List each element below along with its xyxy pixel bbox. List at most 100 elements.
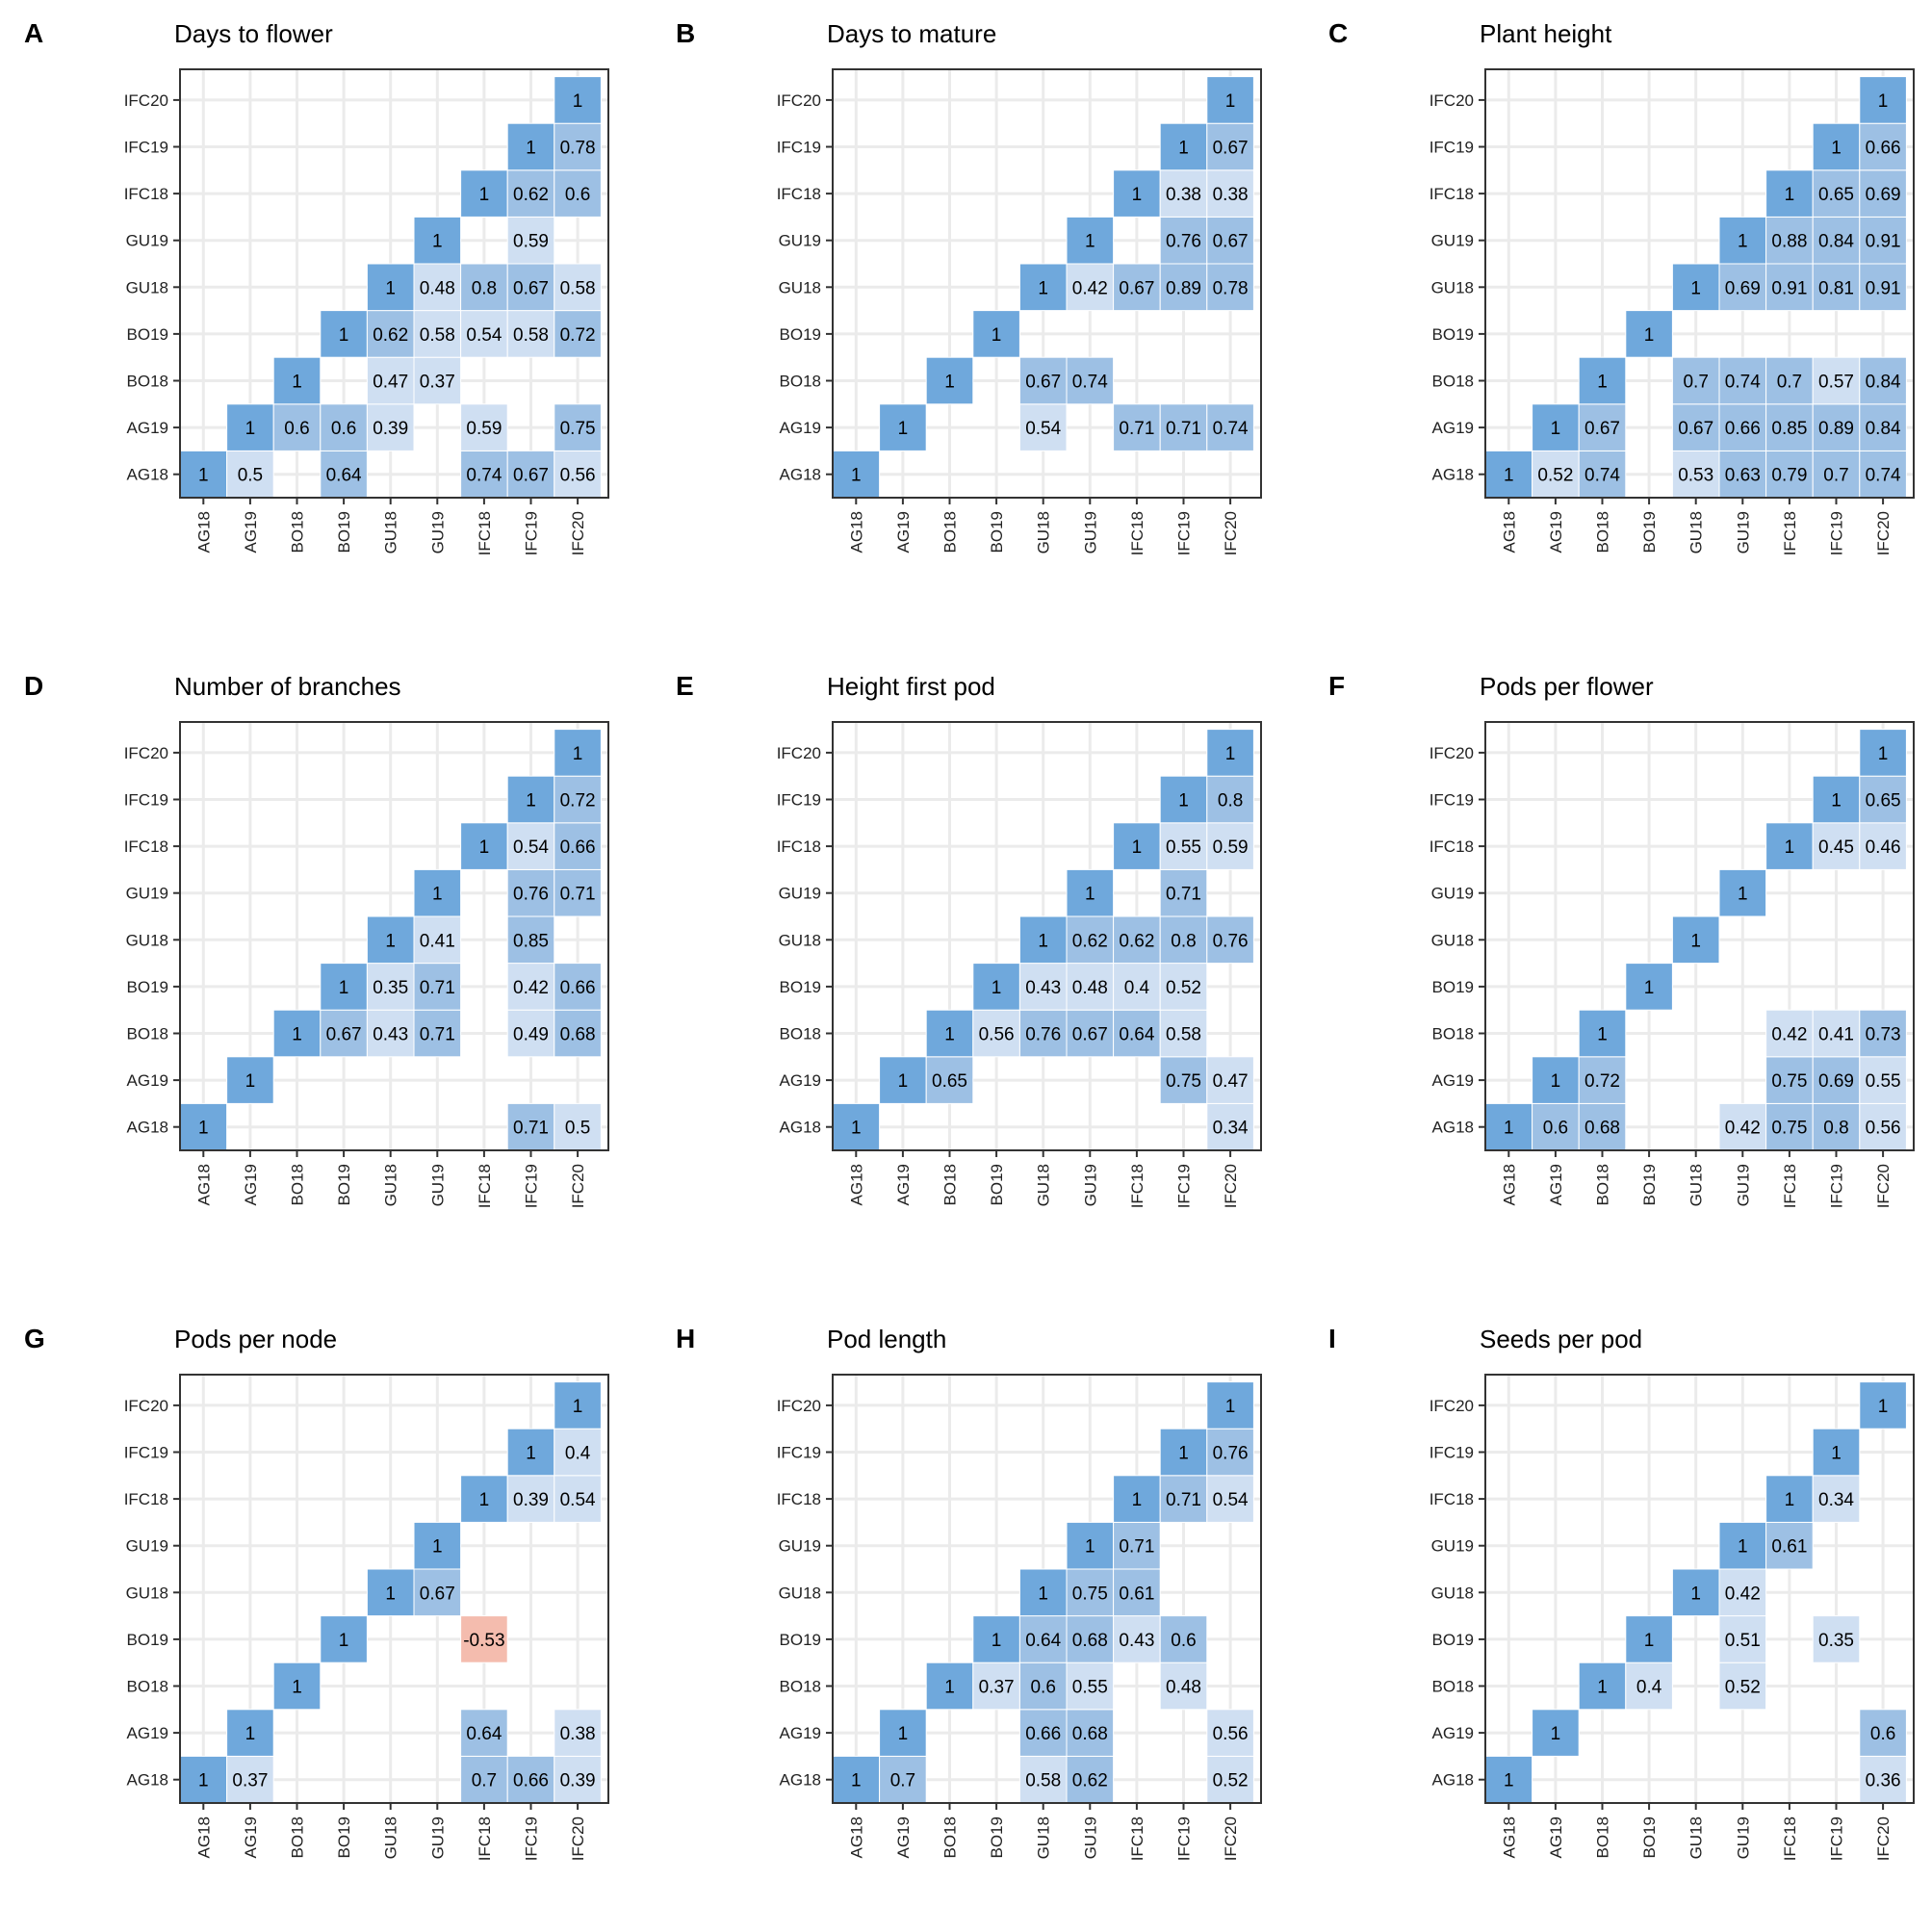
heatmap-cell — [320, 450, 368, 499]
heatmap-cell — [226, 403, 274, 451]
heatmap-cell — [1066, 1709, 1115, 1757]
cell-value-label: 0.69 — [1818, 1071, 1854, 1092]
x-tick-label: IFC18 — [1781, 511, 1799, 555]
cell-value-label: 0.37 — [979, 1678, 1015, 1698]
cell-value-label: 1 — [1132, 185, 1143, 205]
heatmap-cell — [226, 1056, 274, 1104]
panel-d: D Number of branches 1 0.71 0.5 1 1 0.67 0.43 0.7… — [24, 671, 609, 1208]
y-tick-label: BO19 — [127, 1631, 168, 1649]
heatmap-cell — [366, 963, 415, 1011]
cell-value-label: 1 — [851, 1119, 862, 1139]
x-tick-label: IFC19 — [1175, 1816, 1194, 1861]
y-tick-label: BO19 — [1432, 978, 1474, 996]
y-tick-label: GU19 — [779, 232, 821, 250]
y-tick-label: GU19 — [1431, 1537, 1474, 1556]
heatmap-cell — [1159, 1009, 1208, 1058]
x-tick-label: BO19 — [1640, 511, 1659, 553]
y-tick-label: AG18 — [780, 1771, 821, 1790]
cell-value-label: 0.74 — [1072, 373, 1108, 393]
panel-title: Plant height — [1480, 19, 1612, 48]
cell-value-label: 0.58 — [1166, 1025, 1201, 1045]
cell-value-label: 0.74 — [1584, 466, 1620, 486]
cell-value-label: 0.5 — [565, 1119, 590, 1139]
y-axis: AG18 AG19 BO18 BO19 GU18 GU19 IFC18 IFC19 IFC20 — [1430, 1397, 1485, 1790]
y-tick-label: IFC18 — [1430, 1490, 1474, 1508]
cell-value-label: 0.55 — [1166, 837, 1201, 858]
heatmap-cell — [1718, 216, 1767, 265]
cell-value-label: 1 — [1225, 744, 1236, 764]
heatmap-cell — [506, 1102, 555, 1151]
cell-value-label: 0.71 — [1166, 1490, 1201, 1510]
cell-value-label: 1 — [992, 1631, 1002, 1651]
cell-value-label: 1 — [1597, 1025, 1608, 1045]
heatmap-cell — [460, 263, 508, 312]
heatmap-cell — [1532, 403, 1580, 451]
heatmap-cell — [554, 403, 602, 451]
cell-value-label: 0.67 — [1119, 278, 1154, 298]
panel-title: Seeds per pod — [1480, 1325, 1642, 1353]
panel-title: Pods per flower — [1480, 672, 1654, 701]
cell-value-label: 0.58 — [420, 325, 455, 346]
x-tick-label: IFC19 — [1175, 511, 1194, 555]
panel-letter: G — [24, 1324, 45, 1353]
cell-value-label: 0.54 — [1025, 419, 1061, 439]
heatmap-cell — [506, 169, 555, 218]
heatmap-cell — [1159, 122, 1208, 171]
cell-value-label: 0.67 — [1213, 139, 1249, 159]
cell-value-label: 0.75 — [1072, 1584, 1108, 1604]
cell-value-label: 0.71 — [420, 1025, 455, 1045]
y-tick-label: GU18 — [126, 1584, 168, 1602]
heatmap-cell — [1859, 450, 1907, 499]
cell-value-label: 1 — [1831, 791, 1842, 811]
cell-value-label: 1 — [898, 1071, 909, 1092]
heatmap-cell — [972, 1615, 1020, 1663]
cell-value-label: 1 — [1085, 232, 1095, 252]
panel-frame — [179, 721, 609, 1151]
heatmap-cells: 1 0.361 0.61 0.4 0.521 0.51 0.351 0.421 0.611 0.3… — [1484, 1381, 1907, 1804]
y-tick-label: AG19 — [780, 1071, 821, 1090]
x-tick-label: IFC20 — [1874, 1816, 1893, 1861]
panel-letter: D — [24, 671, 43, 701]
y-tick-label: AG19 — [1432, 1724, 1474, 1742]
y-tick-label: IFC18 — [124, 1490, 168, 1508]
x-tick-label: IFC20 — [1874, 511, 1893, 555]
heatmap-cell — [413, 915, 462, 965]
cell-value-label: 1 — [432, 1537, 443, 1558]
heatmap-cell — [1066, 1521, 1115, 1570]
heatmap-cell — [1113, 1568, 1161, 1617]
heatmap-cell — [1532, 1709, 1580, 1757]
cell-value-label: 0.75 — [1166, 1071, 1201, 1092]
heatmap-cell — [366, 263, 415, 312]
heatmap-cell — [972, 1009, 1020, 1058]
cell-value-label: 1 — [1085, 1537, 1095, 1558]
y-tick-label: GU18 — [126, 278, 168, 296]
x-tick-label: IFC18 — [1128, 1164, 1146, 1208]
heatmap-cell — [1018, 403, 1068, 451]
cell-value-label: 0.74 — [466, 466, 502, 486]
x-tick-label: AG19 — [1547, 1816, 1565, 1858]
heatmap-cell — [366, 403, 415, 451]
x-tick-label: IFC20 — [569, 1164, 587, 1208]
cell-value-label: 1 — [1038, 931, 1048, 951]
cell-value-label: 0.75 — [560, 419, 596, 439]
cell-value-label: 0.49 — [513, 1025, 549, 1045]
y-tick-label: BO18 — [1432, 373, 1474, 391]
cell-value-label: 0.58 — [1025, 1771, 1061, 1791]
heatmap-cell — [1578, 403, 1627, 451]
x-tick-label: BO19 — [988, 511, 1006, 553]
heatmap-cell — [1159, 1475, 1208, 1523]
x-tick-label: AG18 — [847, 511, 865, 553]
heatmap-cell — [1113, 822, 1161, 870]
cell-value-label: 0.45 — [1818, 837, 1854, 858]
heatmap-cell — [1206, 122, 1254, 171]
cell-value-label: 0.64 — [466, 1724, 502, 1744]
cell-value-label: 1 — [292, 373, 302, 393]
x-tick-label: BO19 — [1640, 1816, 1659, 1858]
x-tick-label: IFC19 — [1175, 1164, 1194, 1208]
heatmap-cell — [1159, 403, 1208, 451]
cell-value-label: 0.54 — [560, 1490, 596, 1510]
heatmap-cell — [1859, 775, 1907, 824]
heatmap-cell — [320, 1615, 368, 1663]
x-tick-label: IFC19 — [523, 1164, 541, 1208]
